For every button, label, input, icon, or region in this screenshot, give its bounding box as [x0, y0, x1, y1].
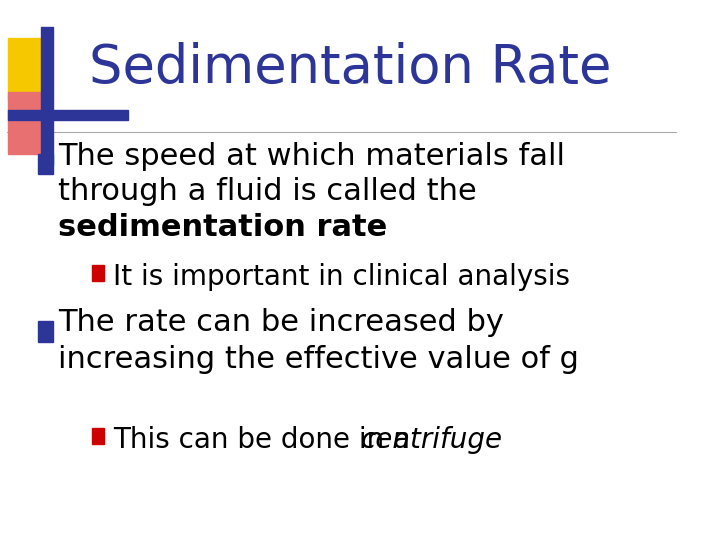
- Text: The rate can be increased by: The rate can be increased by: [58, 308, 504, 337]
- Text: The speed at which materials fall: The speed at which materials fall: [58, 142, 565, 171]
- Bar: [92, 265, 104, 281]
- Bar: [41, 27, 53, 165]
- Text: centrifuge: centrifuge: [361, 426, 503, 454]
- Text: sedimentation rate: sedimentation rate: [58, 213, 387, 242]
- Bar: [8, 110, 127, 120]
- Text: Sedimentation Rate: Sedimentation Rate: [89, 42, 611, 93]
- Bar: [8, 38, 44, 100]
- Bar: [37, 321, 53, 342]
- Bar: [37, 154, 53, 174]
- Text: This can be done in a: This can be done in a: [113, 426, 419, 454]
- Text: through a fluid is called the: through a fluid is called the: [58, 177, 477, 206]
- Bar: [8, 92, 44, 154]
- Text: It is important in clinical analysis: It is important in clinical analysis: [113, 263, 570, 291]
- Text: increasing the effective value of g: increasing the effective value of g: [58, 345, 579, 374]
- Bar: [92, 428, 104, 444]
